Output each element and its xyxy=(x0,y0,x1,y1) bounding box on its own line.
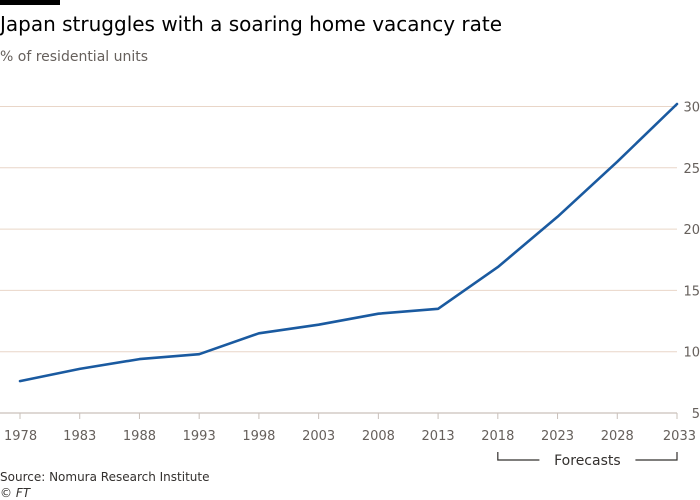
chart-title: Japan struggles with a soaring home vaca… xyxy=(0,12,503,36)
data-point xyxy=(376,312,380,316)
forecast-label-bg xyxy=(539,450,636,470)
y-tick-label: 30 xyxy=(683,101,700,116)
data-point xyxy=(675,102,679,106)
x-tick-label: 1993 xyxy=(183,429,216,444)
y-tick-label: 25 xyxy=(683,162,700,177)
brand-bar xyxy=(0,0,60,5)
y-tick-label: 10 xyxy=(683,346,700,361)
x-tick-label: 1988 xyxy=(123,429,156,444)
data-point xyxy=(197,352,201,356)
x-tick-label: 2003 xyxy=(302,429,335,444)
data-point xyxy=(556,215,560,219)
forecast-label: Forecasts xyxy=(554,453,621,469)
x-tick-label: 1983 xyxy=(63,429,96,444)
data-point xyxy=(615,160,619,164)
y-tick-label: 5 xyxy=(692,407,700,422)
source-note: Source: Nomura Research Institute xyxy=(0,470,210,484)
data-point xyxy=(137,357,141,361)
chart-subtitle: % of residential units xyxy=(0,49,149,65)
x-tick-label: 2013 xyxy=(422,429,455,444)
data-point xyxy=(436,307,440,311)
x-tick-label: 2023 xyxy=(541,429,574,444)
data-point xyxy=(496,265,500,269)
data-point xyxy=(78,367,82,371)
x-tick-label: 2008 xyxy=(362,429,395,444)
y-tick-label: 15 xyxy=(683,284,700,299)
line-chart: 5 10 15 20 25 30 1978 1983 1988 1993 1998 2003 2008 2… xyxy=(0,101,700,470)
copyright-note: © FT xyxy=(0,486,31,500)
y-tick-label: 20 xyxy=(683,223,700,238)
x-tick-label: 2033 xyxy=(663,429,696,444)
data-point xyxy=(18,379,22,383)
x-tick-label: 2028 xyxy=(601,429,634,444)
x-tick-label: 1978 xyxy=(4,429,37,444)
x-tick-label: 2018 xyxy=(481,429,514,444)
data-point xyxy=(257,331,261,335)
series-line xyxy=(18,102,679,383)
data-point xyxy=(317,323,321,327)
x-tick-label: 1998 xyxy=(242,429,275,444)
